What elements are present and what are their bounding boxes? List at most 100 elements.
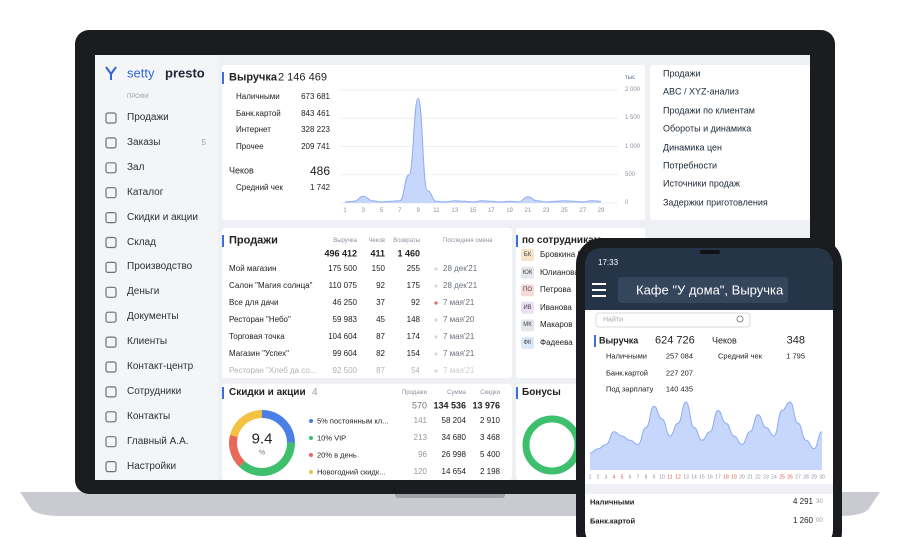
x-tick-label: 25 [779,474,785,481]
row-label: Интернет [236,125,271,135]
menu-item: Главный А.А. [127,435,189,447]
row-value: 104 604 [328,332,357,341]
x-tick-label: 22 [755,474,761,481]
accent [222,387,224,399]
x-tick-label: 13 [683,474,689,481]
x-tick-label: 18 [723,474,729,481]
report-link: Обороты и динамика [663,123,752,134]
x-tick-label: 23 [542,208,550,214]
row-date: 7 мая'21 [443,349,475,358]
row-label: Все для дачи [229,298,279,307]
donut-segment [230,410,263,438]
search-placeholder: Найти [603,316,623,324]
menu-icon [105,236,117,249]
row-label: Банк.картой [606,367,648,377]
menu-icon [105,336,117,348]
employee-name: Фадеева [540,338,573,347]
row-value: 110 075 [328,281,357,290]
menu-item: Заказы [127,136,161,148]
row-value: 1 795 [786,351,805,361]
row-value: 673 681 [301,92,330,101]
status-dot [434,335,438,339]
row-value: 45 [376,315,385,324]
row-value: 46 250 [332,298,357,307]
menu-item: Зал [127,161,145,173]
row-value: 2 198 [479,467,500,476]
menu-item: Скидки и акции [127,211,198,223]
column-total: 496 412 [324,248,357,259]
x-tick-label: 20 [739,474,745,481]
status-time: 17:33 [598,258,619,267]
panel-title: Выручка [229,71,278,84]
row-value: 82 [376,349,385,358]
x-tick-label: 27 [795,474,801,481]
row-value: 87 [376,366,385,375]
logo: setty [127,65,155,81]
row-date: 7 мая'21 [443,298,475,307]
menu-item: Сотрудники [127,385,182,397]
x-tick-label: 15 [699,474,705,481]
x-tick-label: 5 [620,474,624,481]
row-label: Средний чек [236,183,283,192]
donut-value: 9.4 [251,430,273,448]
accent [516,387,518,399]
discounts-panel [222,384,512,480]
row-value: 227 207 [665,367,693,377]
menu-icon [105,187,117,199]
panel-title: Бонусы [522,387,561,398]
column-total: 570 [411,400,427,411]
x-tick-label: 8 [644,474,648,481]
status-dot [434,284,438,288]
row-value: 26 998 [441,450,466,459]
row-value: 3 468 [479,433,500,442]
row-label: Мой магазин [229,264,277,273]
row-label: Магазин "Успех" [229,349,289,358]
avatar-initials: ИВ [523,304,532,311]
row-value: 1 742 [309,183,330,192]
menu-item: Настройки [127,460,177,472]
menu-icon [105,261,117,273]
status-dot [434,369,438,373]
status-dot [434,352,438,356]
row-label: Ресторан "Небо" [229,315,291,324]
x-tick-label: 21 [524,208,532,214]
row-value: 92 [376,281,385,290]
y-tick-label: 0 [625,200,629,206]
donut-segment [229,434,245,467]
menu-icon [105,212,117,224]
row-label: Наличными [236,92,280,101]
column-total: 13 976 [472,400,500,411]
panel-title: Выручка [599,335,639,346]
menu-icon [592,283,606,297]
column-header: Последняя смена [443,238,493,244]
legend-dot [309,419,313,423]
x-tick-label: 12 [675,474,681,481]
menu-icon [105,361,117,373]
x-tick-label: 16 [707,474,713,481]
sales-panel [222,228,512,378]
report-link: Продажи по клиентам [663,105,755,116]
row-label: Прочее [236,142,264,152]
avatar-initials: БК [523,252,532,258]
row-value: 14 654 [441,467,466,476]
x-tick-label: 27 [579,208,587,214]
row-value: 34 680 [441,433,466,442]
x-tick-label: 24 [771,474,777,481]
row-value: 328 223 [301,125,330,135]
row-value: 5 400 [479,450,500,459]
row-date: 7 мая'21 [443,332,475,341]
x-tick-label: 3 [361,208,365,214]
report-link: ABC / XYZ-анализ [663,86,739,97]
x-tick-label: 6 [628,474,632,481]
row-value: 92 500 [332,366,357,375]
column-total: 411 [370,248,385,259]
x-tick-label: 25 [561,208,568,214]
logo: presto [165,65,205,81]
column-header: Выручка [333,238,357,244]
row-label: Новогодний скидк... [317,467,386,477]
x-tick-label: 29 [597,208,605,214]
column-header: Продажи [401,390,427,396]
row-value: 148 [406,315,420,324]
accent [516,235,518,247]
